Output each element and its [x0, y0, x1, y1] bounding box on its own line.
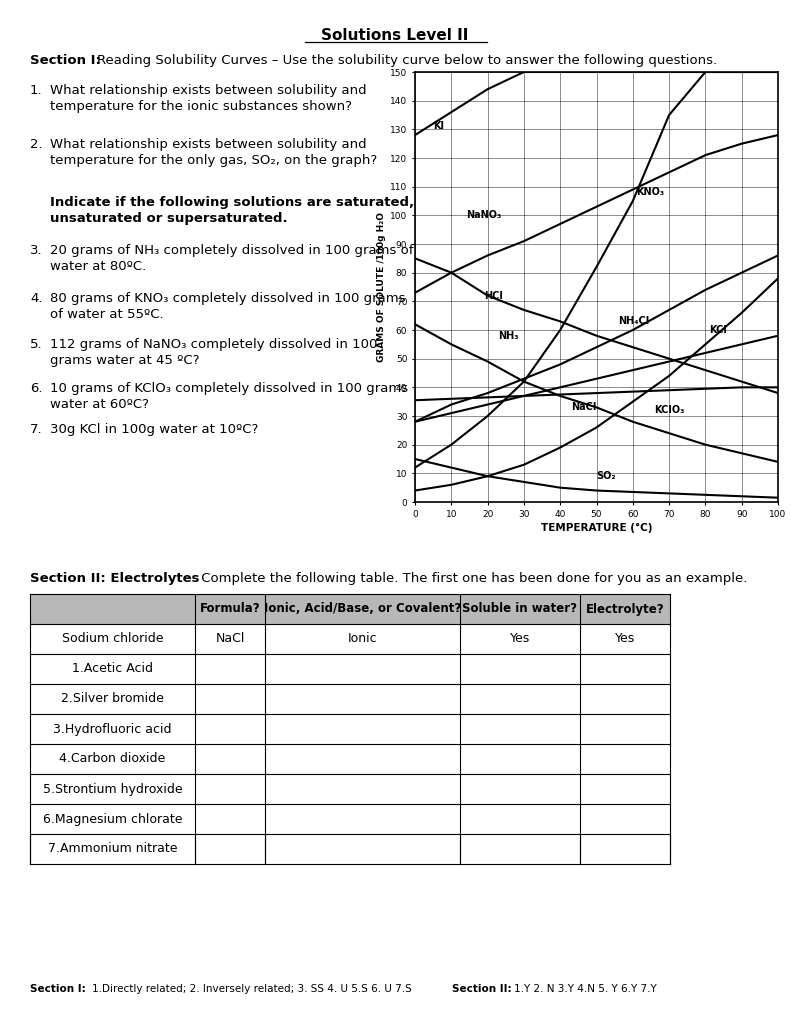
Text: 1.Y 2. N 3.Y 4.N 5. Y 6.Y 7.Y: 1.Y 2. N 3.Y 4.N 5. Y 6.Y 7.Y — [514, 984, 657, 994]
Text: 10 grams of KClO₃ completely dissolved in 100 grams: 10 grams of KClO₃ completely dissolved i… — [50, 382, 408, 395]
Text: 4.: 4. — [30, 292, 43, 305]
Text: 3.Hydrofluoric acid: 3.Hydrofluoric acid — [53, 723, 172, 735]
Text: 112 grams of NaNO₃ completely dissolved in 100: 112 grams of NaNO₃ completely dissolved … — [50, 338, 377, 351]
Text: 5.Strontium hydroxide: 5.Strontium hydroxide — [43, 782, 182, 796]
Text: 7.: 7. — [30, 423, 43, 436]
Text: 2.Silver bromide: 2.Silver bromide — [61, 692, 164, 706]
Text: Section I:: Section I: — [30, 984, 85, 994]
X-axis label: TEMPERATURE (°C): TEMPERATURE (°C) — [541, 523, 653, 532]
Text: 80 grams of KNO₃ completely dissolved in 100 grams: 80 grams of KNO₃ completely dissolved in… — [50, 292, 406, 305]
Text: Indicate if the following solutions are saturated,: Indicate if the following solutions are … — [50, 196, 414, 209]
Text: temperature for the only gas, SO₂, on the graph?: temperature for the only gas, SO₂, on th… — [50, 154, 377, 167]
Bar — [30, 594, 670, 624]
Text: 20 grams of NH₃ completely dissolved in 100 grams of: 20 grams of NH₃ completely dissolved in … — [50, 244, 414, 257]
Text: SO₂: SO₂ — [596, 471, 616, 481]
Text: KClO₃: KClO₃ — [655, 406, 685, 416]
Text: Yes: Yes — [510, 633, 530, 645]
Text: 3.: 3. — [30, 244, 43, 257]
Text: What relationship exists between solubility and: What relationship exists between solubil… — [50, 138, 366, 151]
Text: water at 60ºC?: water at 60ºC? — [50, 398, 149, 411]
Text: 2.: 2. — [30, 138, 43, 151]
Text: NH₃: NH₃ — [498, 331, 519, 341]
Text: 1.: 1. — [30, 84, 43, 97]
Text: Solutions Level II: Solutions Level II — [321, 28, 469, 43]
Text: temperature for the ionic substances shown?: temperature for the ionic substances sho… — [50, 100, 352, 113]
Text: Reading Solubility Curves – Use the solubility curve below to answer the followi: Reading Solubility Curves – Use the solu… — [97, 54, 717, 67]
Text: - Complete the following table. The first one has been done for you as an exampl: - Complete the following table. The firs… — [188, 572, 747, 585]
Text: 4.Carbon dioxide: 4.Carbon dioxide — [59, 753, 165, 766]
Text: Yes: Yes — [615, 633, 635, 645]
Text: Section I:: Section I: — [30, 54, 101, 67]
Text: Ionic: Ionic — [348, 633, 377, 645]
Text: NaNO₃: NaNO₃ — [466, 210, 501, 220]
Text: 1.Acetic Acid: 1.Acetic Acid — [72, 663, 153, 676]
Text: of water at 55ºC.: of water at 55ºC. — [50, 308, 164, 321]
Text: NH₄Cl: NH₄Cl — [619, 316, 649, 327]
Text: NaCl: NaCl — [215, 633, 244, 645]
Text: Sodium chloride: Sodium chloride — [62, 633, 163, 645]
Text: What relationship exists between solubility and: What relationship exists between solubil… — [50, 84, 366, 97]
Text: NaCl: NaCl — [571, 402, 596, 413]
Text: unsaturated or supersaturated.: unsaturated or supersaturated. — [50, 212, 288, 225]
Text: KNO₃: KNO₃ — [637, 187, 664, 198]
Text: 6.: 6. — [30, 382, 43, 395]
Text: Soluble in water?: Soluble in water? — [463, 602, 577, 615]
Text: KCl: KCl — [709, 325, 727, 335]
Text: 5.: 5. — [30, 338, 43, 351]
Text: KI: KI — [433, 122, 445, 131]
Text: Section II:: Section II: — [452, 984, 512, 994]
Text: grams water at 45 ºC?: grams water at 45 ºC? — [50, 354, 199, 367]
Text: HCl: HCl — [484, 291, 503, 301]
Text: 1.Directly related; 2. Inversely related; 3. SS 4. U 5.S 6. U 7.S: 1.Directly related; 2. Inversely related… — [92, 984, 415, 994]
Text: 30g KCl in 100g water at 10ºC?: 30g KCl in 100g water at 10ºC? — [50, 423, 259, 436]
Text: Section II: Electrolytes: Section II: Electrolytes — [30, 572, 199, 585]
Text: Formula?: Formula? — [199, 602, 260, 615]
Text: 7.Ammonium nitrate: 7.Ammonium nitrate — [47, 843, 177, 855]
Y-axis label: GRAMS OF SOLUTE /100g H₂O: GRAMS OF SOLUTE /100g H₂O — [377, 212, 386, 362]
Text: water at 80ºC.: water at 80ºC. — [50, 260, 146, 273]
Text: Electrolyte?: Electrolyte? — [585, 602, 664, 615]
Text: 6.Magnesium chlorate: 6.Magnesium chlorate — [43, 812, 182, 825]
Text: Ionic, Acid/Base, or Covalent?: Ionic, Acid/Base, or Covalent? — [264, 602, 461, 615]
